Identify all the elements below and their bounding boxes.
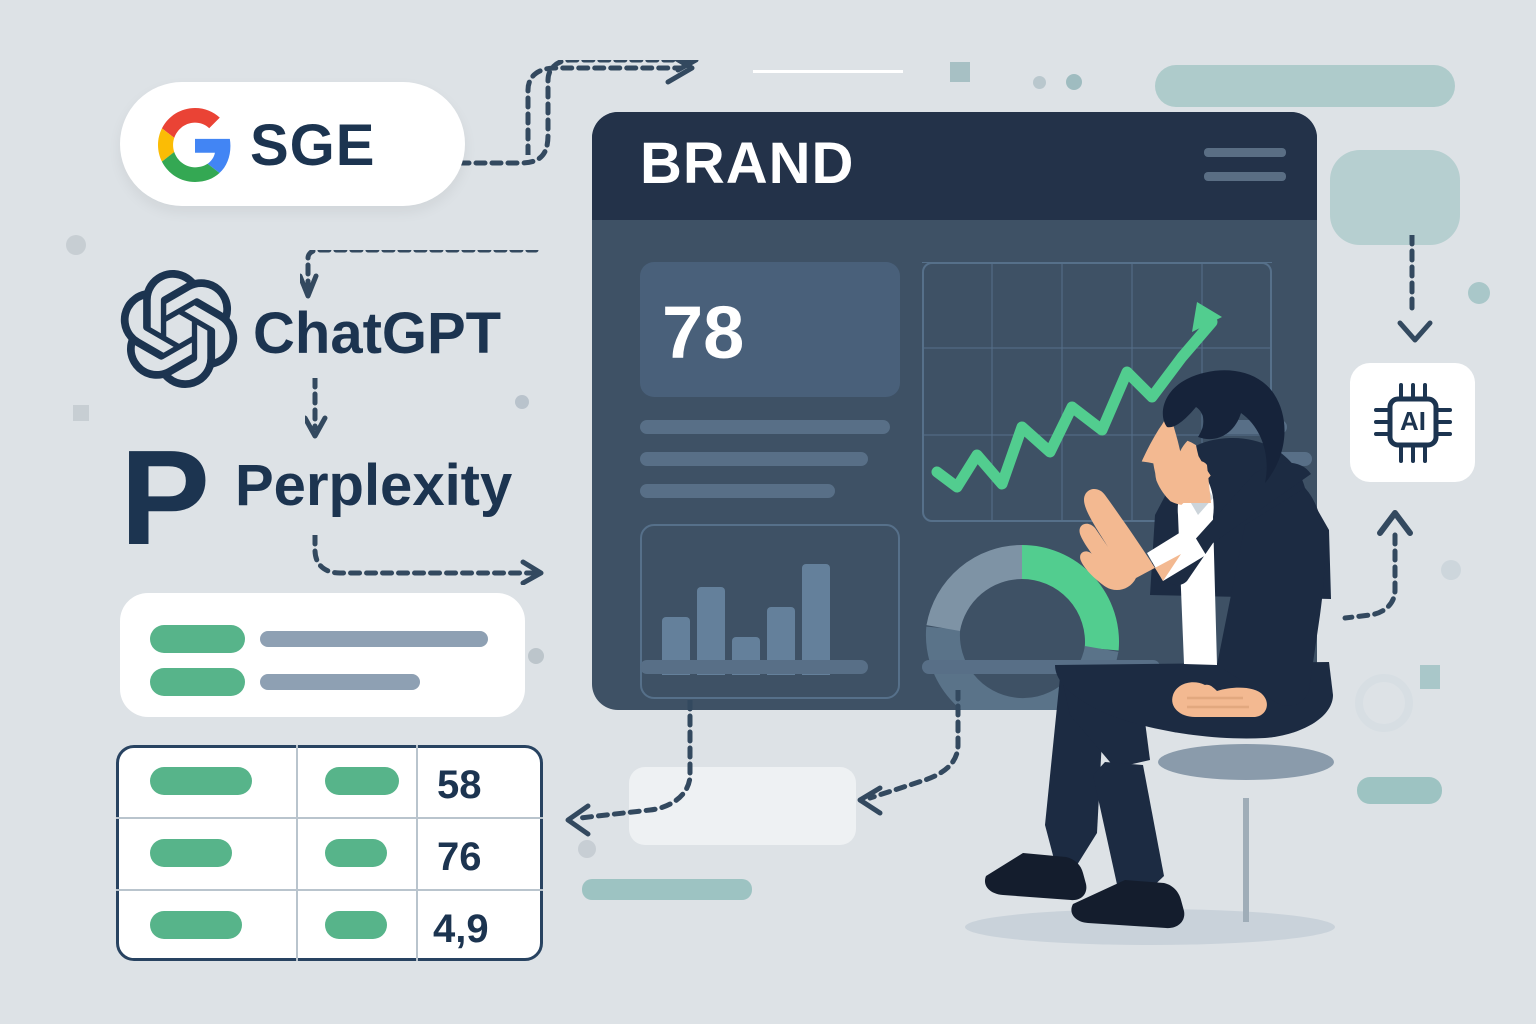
svg-text:AI: AI: [1400, 406, 1426, 436]
